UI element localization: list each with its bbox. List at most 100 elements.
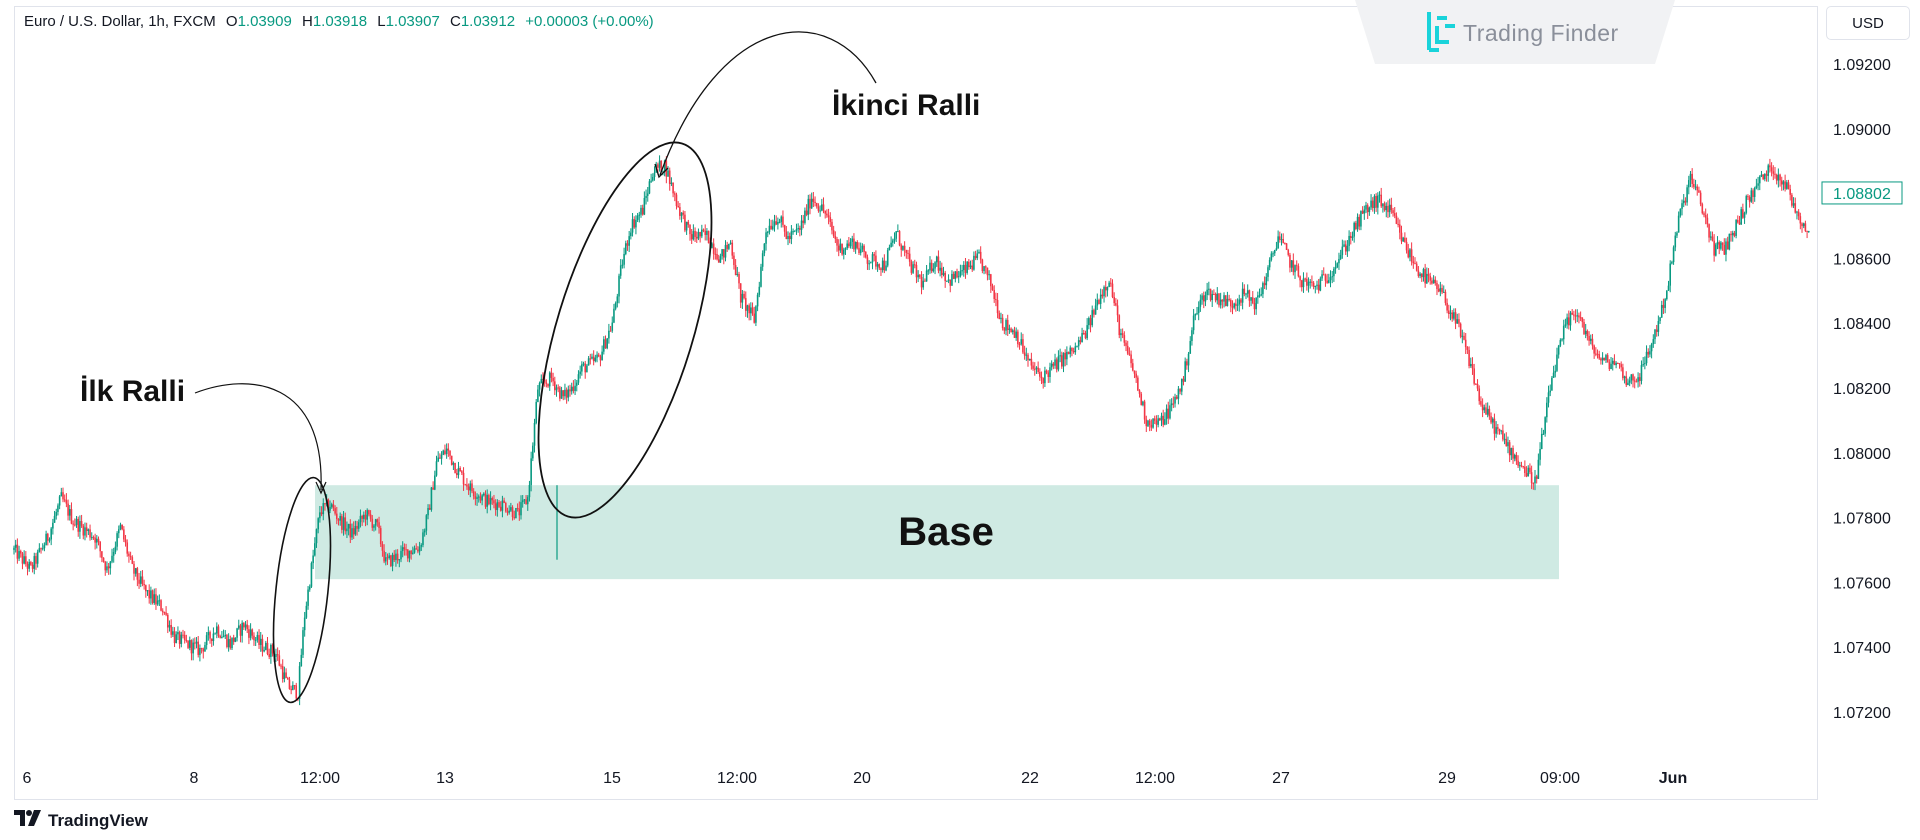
candle-body [1753, 187, 1756, 197]
candle-body [1104, 286, 1107, 291]
candle-body [1502, 430, 1504, 440]
candle-body [1390, 204, 1393, 211]
candle-body [202, 648, 205, 652]
candle-body [983, 266, 985, 272]
candle-body [973, 255, 975, 270]
candle-body [459, 467, 461, 472]
candle-body [462, 472, 465, 485]
candle-body [554, 381, 556, 391]
candle-body [1057, 356, 1060, 370]
candle-body [1250, 297, 1252, 301]
open-key: O [225, 13, 238, 30]
candle-body [1115, 303, 1117, 306]
candle-body [1547, 392, 1550, 403]
candle-body [908, 253, 911, 262]
candle-body [1358, 216, 1361, 227]
candle-body [381, 544, 384, 551]
candle-body [1468, 349, 1470, 367]
tradingview-brand-text: TradingView [48, 810, 148, 830]
candle-body [1758, 176, 1761, 184]
y-tick-label: 1.08400 [1833, 316, 1891, 333]
candle-body [521, 500, 524, 503]
second-rally-label: İkinci Ralli [832, 89, 980, 122]
candle-body [204, 645, 206, 652]
candle-body [944, 272, 946, 282]
candle-body [510, 507, 512, 511]
candle-body [1135, 373, 1137, 378]
candle-body [1715, 244, 1717, 256]
candle-body [1111, 283, 1114, 297]
candle-body [455, 473, 458, 476]
candle-body [445, 448, 448, 455]
candle-body [832, 230, 835, 237]
candle-body [1720, 242, 1722, 249]
candle-body [1089, 318, 1092, 326]
candle-body [1150, 424, 1153, 428]
x-tick-label: 22 [1021, 770, 1039, 787]
candle-body [96, 538, 98, 543]
candle-body [80, 521, 83, 526]
candle-body [513, 516, 516, 519]
candle-body [711, 243, 713, 249]
candle-body [606, 338, 608, 349]
candle-body [824, 210, 826, 214]
candle-body [650, 180, 652, 182]
candle-body [385, 557, 387, 562]
candle-body [41, 548, 44, 550]
close-key: C [449, 13, 461, 30]
candle-body [858, 247, 860, 254]
candle-body [648, 181, 651, 194]
candle-body [604, 339, 607, 349]
candle-body [1767, 165, 1770, 176]
candle-body [28, 562, 31, 569]
candle-body [511, 507, 514, 517]
candle-body [1527, 467, 1530, 477]
candle-body [1439, 287, 1442, 292]
candle-body [706, 230, 708, 235]
candle-body [1417, 270, 1420, 276]
tradingview-brand[interactable]: TradingView [14, 810, 148, 831]
first-rally-ellipse [272, 476, 332, 704]
candle-body [1569, 312, 1572, 326]
candle-body [1625, 376, 1628, 386]
candle-body [1179, 388, 1181, 392]
candle-body [138, 579, 140, 584]
candle-body [1319, 278, 1322, 291]
candle-body [38, 548, 41, 552]
candle-body [1120, 333, 1122, 336]
candle-body [1735, 219, 1737, 236]
currency-button[interactable]: USD [1826, 6, 1910, 40]
candle-body [597, 354, 600, 357]
candle-body [1595, 353, 1597, 355]
candle-body [888, 247, 891, 251]
candle-body [586, 365, 588, 373]
candle-body [1627, 382, 1629, 386]
candle-body [423, 530, 426, 533]
candle-body [1454, 312, 1457, 324]
candle-body [721, 249, 723, 257]
candle-body [1576, 315, 1579, 317]
candle-body [107, 566, 110, 569]
candle-body [984, 266, 987, 268]
candle-body [1801, 223, 1803, 227]
candle-body [848, 243, 850, 247]
candle-body [880, 268, 882, 271]
candle-body [849, 241, 852, 247]
candle-body [567, 389, 570, 398]
candle-body [653, 172, 656, 178]
candle-body [1698, 190, 1700, 193]
candle-body [905, 249, 908, 253]
candle-body [1708, 224, 1710, 238]
symbol-legend[interactable]: Euro / U.S. Dollar, 1h, FXCM O1.03909 H1… [24, 13, 654, 30]
candle-body [609, 330, 612, 332]
candle-body [1322, 274, 1325, 276]
candle-body [1213, 293, 1215, 295]
candle-body [45, 533, 47, 546]
candle-body [1160, 415, 1163, 421]
candle-body [178, 632, 181, 644]
candle-body [1426, 273, 1428, 284]
candle-body [851, 238, 854, 242]
candle-body [717, 259, 720, 263]
candle-body [435, 461, 438, 476]
